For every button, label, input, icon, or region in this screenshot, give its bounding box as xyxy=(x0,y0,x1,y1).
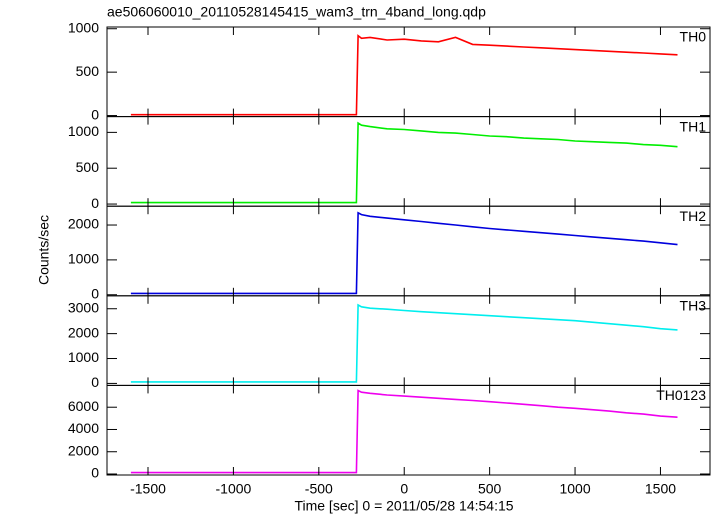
panel-label: TH3 xyxy=(680,298,707,314)
panel-label: TH2 xyxy=(680,208,707,224)
y-tick-label: 0 xyxy=(91,106,99,122)
y-tick-label: 1000 xyxy=(68,19,99,35)
y-tick-label: 0 xyxy=(91,195,99,211)
y-tick-label: 1000 xyxy=(68,349,99,365)
y-axis-label: Counts/sec xyxy=(36,215,52,285)
y-tick-label: 0 xyxy=(91,465,99,481)
y-tick-label: 2000 xyxy=(68,216,99,232)
x-tick-label: 1500 xyxy=(645,481,676,497)
panel-frame xyxy=(106,384,711,476)
y-tick-label: 4000 xyxy=(68,420,99,436)
y-tick-label: 2000 xyxy=(68,442,99,458)
y-tick-label: 500 xyxy=(76,63,100,79)
y-tick-label: 500 xyxy=(76,159,100,175)
x-tick-label: 1000 xyxy=(559,481,590,497)
y-tick-label: 1000 xyxy=(68,251,99,267)
x-tick-label: 500 xyxy=(478,481,502,497)
x-tick-label: -1500 xyxy=(130,481,166,497)
chart-title: ae506060010_20110528145415_wam3_trn_4ban… xyxy=(107,4,486,20)
panel-frame xyxy=(106,295,711,386)
y-tick-label: 3000 xyxy=(68,299,99,315)
x-tick-label: 0 xyxy=(400,481,408,497)
light-curve xyxy=(130,211,678,295)
light-curve xyxy=(130,303,678,383)
panel-label: TH0 xyxy=(680,29,707,45)
light-curve xyxy=(130,34,678,116)
x-axis-label: Time [sec] 0 = 2011/05/28 14:54:15 xyxy=(294,498,513,514)
light-curve xyxy=(130,389,678,474)
x-tick-label: -1000 xyxy=(216,481,252,497)
panel-label: TH0123 xyxy=(656,387,706,403)
y-tick-label: 2000 xyxy=(68,324,99,340)
panel-frame xyxy=(106,26,711,118)
panel-label: TH1 xyxy=(680,118,707,134)
light-curve xyxy=(130,121,678,204)
y-tick-label: 0 xyxy=(91,285,99,301)
y-tick-label: 1000 xyxy=(68,123,99,139)
x-tick-label: -500 xyxy=(305,481,333,497)
y-tick-label: 6000 xyxy=(68,398,99,414)
y-tick-label: 0 xyxy=(91,374,99,390)
